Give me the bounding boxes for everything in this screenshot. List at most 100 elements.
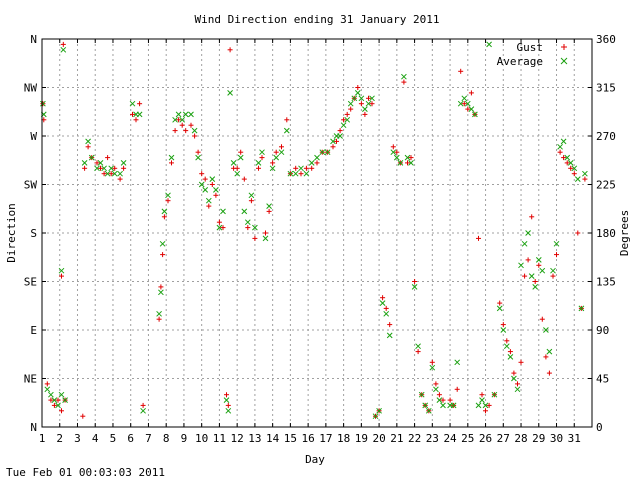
gust-point: [183, 128, 189, 134]
average-point: [60, 46, 67, 53]
gust-point: [412, 279, 418, 284]
gust-point: [401, 79, 407, 85]
average-point: [40, 100, 46, 107]
gust-point: [358, 101, 364, 107]
average-point: [550, 267, 556, 274]
gust-point: [51, 402, 57, 408]
average-point: [354, 90, 361, 96]
average-point: [383, 310, 390, 317]
average-point: [191, 127, 198, 134]
gust-point: [213, 192, 219, 198]
average-point: [287, 170, 294, 177]
y-tick-label-right: 45: [596, 373, 609, 386]
gust-point: [188, 122, 194, 128]
average-point: [129, 100, 136, 107]
average-point: [248, 192, 255, 199]
gust-point: [334, 138, 339, 144]
x-tick-label: 28: [514, 432, 527, 445]
gust-point: [60, 41, 66, 47]
gust-point: [98, 165, 103, 171]
average-point: [81, 160, 88, 166]
y-tick-label-left: W: [30, 130, 37, 143]
average-point: [486, 41, 492, 48]
x-tick-label: 2: [56, 432, 63, 445]
y-tick-label-left: NE: [24, 373, 37, 386]
average-point: [292, 170, 299, 177]
average-point: [440, 402, 446, 409]
average-point: [62, 397, 68, 403]
gust-point: [245, 225, 251, 231]
average-point: [457, 100, 464, 107]
gust-point: [330, 144, 336, 150]
average-point: [503, 343, 510, 350]
x-tick-label: 23: [426, 432, 439, 445]
average-point: [491, 391, 498, 398]
gust-point: [220, 225, 226, 231]
average-point: [158, 289, 164, 296]
average-point: [230, 160, 237, 166]
gust-point: [169, 160, 174, 166]
gust-point: [582, 176, 588, 182]
y-tick-label-right: 225: [596, 179, 616, 192]
gust-point: [94, 160, 100, 166]
average-point: [386, 332, 393, 339]
average-point: [216, 224, 223, 231]
gust-point: [172, 128, 178, 134]
x-tick-label: 22: [408, 432, 421, 445]
grid-lines: [42, 39, 592, 427]
gust-point: [348, 106, 354, 112]
gust-point: [383, 305, 389, 311]
average-point: [500, 327, 507, 333]
y-tick-label-right: 360: [596, 33, 616, 46]
gust-point: [293, 165, 299, 171]
chart-title: Wind Direction ending 31 January 2011: [194, 13, 439, 26]
gust-point: [468, 90, 474, 96]
gust-point: [390, 144, 396, 150]
average-point: [227, 90, 233, 96]
gust-point: [55, 397, 61, 403]
y-tick-label-left: E: [30, 324, 37, 337]
gust-point: [557, 149, 563, 155]
gust-point: [543, 354, 549, 360]
average-point: [168, 154, 175, 161]
average-point: [182, 111, 189, 118]
gust-point: [248, 198, 254, 204]
average-point: [337, 133, 343, 139]
x-tick-label: 20: [372, 432, 385, 445]
average-point: [266, 203, 272, 209]
gust-point: [256, 165, 261, 171]
x-tick-label: 24: [443, 432, 457, 445]
gust-point: [408, 155, 414, 161]
gust-point: [564, 160, 570, 166]
average-point: [372, 413, 379, 420]
gust-point: [117, 176, 123, 182]
average-point: [278, 149, 285, 156]
gust-point: [259, 155, 265, 161]
gust-point: [160, 252, 166, 258]
average-point: [450, 402, 457, 409]
average-point: [101, 165, 107, 172]
gust-point: [199, 171, 205, 177]
x-tick-label: 18: [337, 432, 350, 445]
data-points: [40, 41, 588, 420]
x-tick-label: 7: [145, 432, 152, 445]
gust-point: [571, 171, 577, 177]
legend-label-average: Average: [497, 55, 543, 68]
average-point: [521, 240, 528, 247]
gust-point: [241, 176, 247, 182]
average-point: [574, 176, 581, 182]
x-tick-label: 8: [163, 432, 170, 445]
x-tick-label: 4: [92, 432, 99, 445]
gust-point: [284, 117, 290, 123]
legend-label-gust: Gust: [517, 41, 544, 54]
average-point: [159, 240, 166, 247]
average-point: [51, 397, 58, 403]
gust-point: [387, 322, 393, 328]
x-tick-label: 3: [74, 432, 81, 445]
gust-point: [497, 300, 503, 306]
average-point: [507, 354, 514, 360]
gust-point: [112, 165, 118, 171]
gust-point: [195, 149, 201, 155]
average-point: [472, 111, 478, 118]
average-point: [362, 106, 368, 112]
